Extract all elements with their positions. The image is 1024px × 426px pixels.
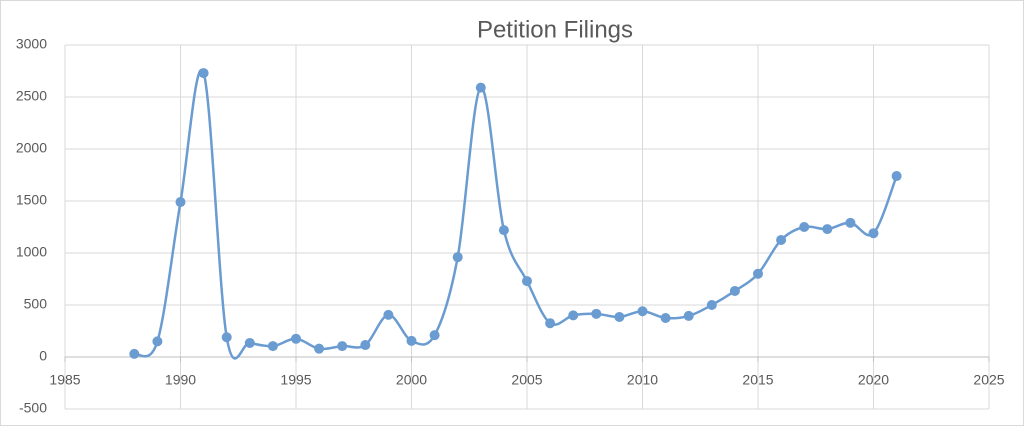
y-tick-label: -500 <box>19 400 47 416</box>
data-point <box>822 224 833 235</box>
data-point <box>129 348 140 359</box>
y-tick-label: 1000 <box>16 244 47 260</box>
data-point <box>498 225 509 236</box>
data-point <box>706 300 717 310</box>
data-point <box>406 335 417 346</box>
data-point <box>845 217 856 228</box>
data-point <box>267 341 278 352</box>
x-tick-label: 1985 <box>49 372 80 388</box>
x-tick-label: 1995 <box>280 372 311 388</box>
data-point <box>198 68 209 79</box>
x-tick-label: 2015 <box>742 372 773 388</box>
data-point <box>799 222 810 232</box>
y-tick-label: 500 <box>24 296 48 312</box>
x-tick-label: 2000 <box>396 372 427 388</box>
data-point <box>522 276 532 287</box>
x-tick-label: 2005 <box>511 372 542 388</box>
data-point <box>637 306 648 317</box>
data-point <box>868 228 879 239</box>
y-tick-label: 2000 <box>16 140 47 156</box>
data-point <box>152 336 163 347</box>
x-tick-label: 2025 <box>973 372 1004 388</box>
y-tick-label: 3000 <box>16 36 47 52</box>
x-tick-label: 2020 <box>858 372 889 388</box>
data-point <box>568 310 579 321</box>
chart-title: Petition Filings <box>477 16 633 43</box>
data-point <box>753 268 763 279</box>
x-tick-label: 1990 <box>165 372 196 388</box>
data-point <box>660 313 671 323</box>
data-point <box>452 252 463 263</box>
y-tick-label: 1500 <box>16 192 47 208</box>
data-point <box>545 318 556 329</box>
data-point <box>475 82 486 93</box>
data-point <box>360 340 371 351</box>
data-point <box>244 337 255 348</box>
data-point <box>337 341 348 352</box>
data-point <box>776 235 787 245</box>
data-point <box>591 308 602 319</box>
data-point <box>314 343 325 354</box>
data-point <box>291 333 301 344</box>
x-tick-label: 2010 <box>627 372 658 388</box>
data-point <box>221 332 232 343</box>
data-point <box>429 330 440 341</box>
data-point <box>175 197 186 208</box>
y-tick-label: 2500 <box>16 88 47 104</box>
data-point <box>383 309 394 320</box>
data-point <box>614 311 625 322</box>
data-point <box>891 171 902 182</box>
y-tick-label: 0 <box>39 348 47 364</box>
data-point <box>729 285 740 296</box>
data-point <box>683 310 694 321</box>
